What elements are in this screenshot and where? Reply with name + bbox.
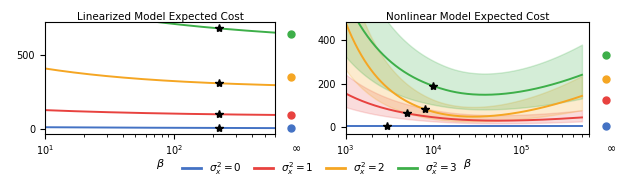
Legend: $\sigma_x^2 = 0$, $\sigma_x^2 = 1$, $\sigma_x^2 = 2$, $\sigma_x^2 = 3$: $\sigma_x^2 = 0$, $\sigma_x^2 = 1$, $\si…	[178, 156, 462, 181]
Title: Linearized Model Expected Cost: Linearized Model Expected Cost	[77, 12, 243, 22]
X-axis label: $\beta$: $\beta$	[463, 157, 472, 171]
Title: Nonlinear Model Expected Cost: Nonlinear Model Expected Cost	[385, 12, 549, 22]
X-axis label: $\beta$: $\beta$	[156, 157, 164, 171]
Text: $\infty$: $\infty$	[605, 143, 616, 153]
Text: $\infty$: $\infty$	[291, 143, 301, 153]
